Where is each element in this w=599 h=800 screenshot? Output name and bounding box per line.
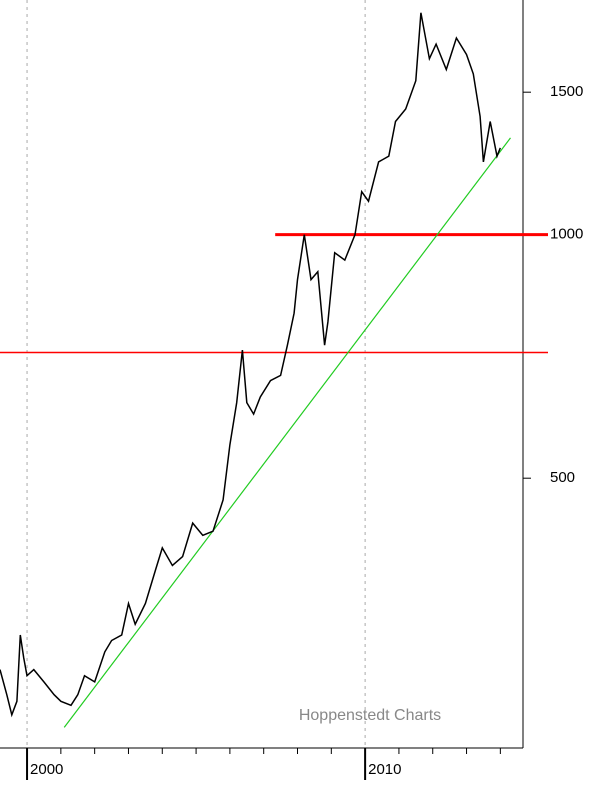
x-tick-label: 2010 (368, 761, 401, 778)
y-tick-label: 1500 (550, 83, 583, 100)
y-tick-label: 500 (550, 469, 575, 486)
trend-line (63, 137, 511, 728)
price-line (0, 12, 501, 718)
x-tick-label: 2000 (30, 761, 63, 778)
y-tick-label: 1000 (550, 226, 583, 243)
watermark: Hoppenstedt Charts (299, 707, 441, 724)
